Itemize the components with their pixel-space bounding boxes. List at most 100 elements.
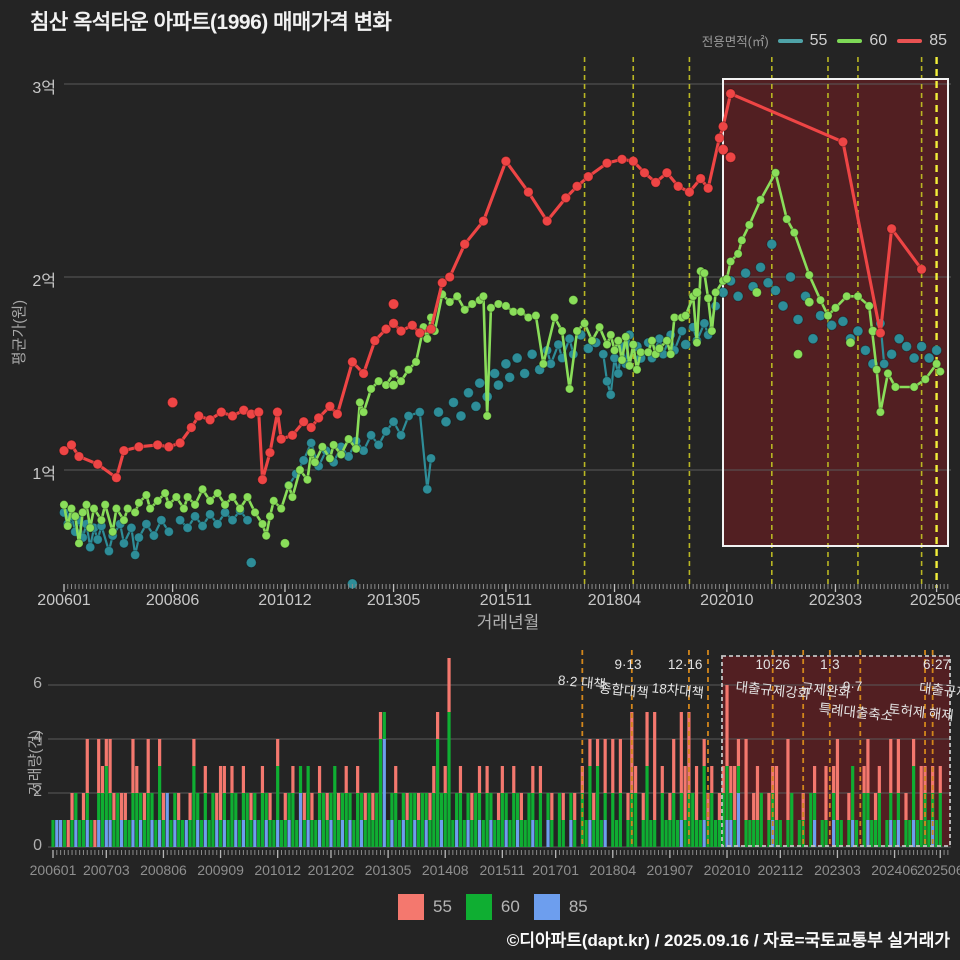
y-tick-label: 4 — [33, 729, 42, 746]
volume-bar-segment — [378, 712, 383, 739]
volume-bar-segment — [668, 820, 672, 847]
volume-bar-segment — [97, 820, 101, 847]
volume-bar-segment — [249, 793, 253, 820]
volume-bar-segment — [873, 820, 878, 847]
volume-bar-segment — [317, 766, 322, 793]
volume-bar-segment — [356, 766, 360, 793]
volume-bar-segment — [279, 820, 284, 847]
volume-bar-segment — [302, 820, 306, 847]
volume-bar-segment — [862, 793, 866, 847]
volume-bar-segment — [896, 793, 900, 820]
legend-top-item-60[interactable]: 60 — [837, 32, 887, 50]
volume-bar-segment — [919, 766, 923, 820]
price-dot-60 — [691, 287, 703, 298]
volume-bar-segment — [496, 820, 501, 847]
price-dot-85 — [166, 396, 179, 409]
volume-bar-segment — [177, 820, 181, 847]
top-x-axis-title: 거래년월 — [476, 613, 540, 632]
volume-bar-segment — [230, 766, 234, 793]
volume-bar-segment — [489, 820, 493, 847]
volume-bar-segment — [310, 820, 314, 847]
volume-bar-segment — [847, 820, 851, 847]
volume-bar-segment — [702, 820, 706, 847]
volume-bar-segment — [679, 820, 683, 847]
volume-bar-segment — [839, 820, 843, 847]
volume-bar-segment — [694, 820, 699, 847]
volume-bar-segment — [462, 820, 466, 847]
volume-bar-segment — [759, 793, 763, 847]
top-highlight-box — [723, 79, 948, 546]
footer-credit: ©디아파트(dapt.kr) / 2025.09.16 / 자료=국토교통부 실… — [506, 931, 950, 950]
price-dot-55 — [901, 340, 913, 352]
price-dot-55 — [470, 400, 482, 412]
volume-bar-segment — [340, 820, 345, 847]
price-dot-55 — [680, 339, 692, 351]
volume-bar-segment — [123, 820, 127, 847]
volume-bar-segment — [512, 766, 516, 793]
volume-bar-segment — [862, 766, 866, 793]
volume-bar-segment — [158, 766, 162, 820]
volume-bar-segment — [470, 793, 474, 820]
volume-bar-segment — [146, 739, 150, 793]
volume-bar-segment — [382, 739, 386, 847]
x-tick-label: 202406 — [871, 862, 918, 878]
volume-bar-segment — [912, 820, 916, 847]
volume-bar-segment — [234, 793, 238, 820]
x-tick-label: 202010 — [703, 862, 751, 878]
volume-bar-segment — [824, 820, 828, 847]
volume-bar-segment — [710, 766, 714, 793]
price-dot-55 — [893, 333, 905, 345]
volume-bar-segment — [588, 766, 592, 820]
volume-bar-segment — [287, 820, 291, 847]
volume-bar-segment — [470, 820, 474, 847]
volume-bar-segment — [645, 712, 649, 766]
price-dot-55 — [474, 377, 486, 389]
volume-bar-segment — [531, 793, 535, 820]
volume-bar-segment — [523, 820, 527, 847]
volume-bar-segment — [550, 820, 554, 847]
price-dot-55 — [923, 352, 935, 364]
volume-bar-segment — [241, 766, 245, 793]
volume-bar-segment — [260, 793, 265, 847]
x-tick-label: 202010 — [700, 592, 754, 609]
volume-bar-segment — [557, 793, 562, 847]
volume-bar-segment — [824, 766, 828, 820]
legend-bottom-item-55[interactable]: 55 — [398, 894, 452, 920]
legend-top-item-85[interactable]: 85 — [897, 32, 947, 50]
volume-bar-segment — [477, 820, 482, 847]
volume-bar-segment — [405, 793, 409, 820]
legend-bottom-item-60[interactable]: 60 — [465, 894, 520, 920]
volume-bar-segment — [394, 793, 398, 847]
legend-bottom-item-85[interactable]: 85 — [533, 894, 588, 920]
volume-bar-segment — [177, 793, 181, 820]
volume-bar-segment — [614, 820, 619, 847]
volume-bar-segment — [329, 793, 333, 820]
volume-bar-segment — [573, 793, 577, 820]
volume-bar-segment — [89, 820, 93, 847]
volume-bar-segment — [85, 793, 89, 820]
volume-bar-segment — [424, 793, 428, 820]
y-tick-label: 0 — [33, 837, 42, 854]
price-dot-55 — [526, 348, 538, 360]
volume-bar-segment — [359, 820, 364, 847]
volume-bar-segment — [744, 820, 748, 847]
volume-bar-segment — [934, 820, 939, 847]
volume-bar-segment — [938, 793, 942, 847]
volume-bar-segment — [371, 793, 375, 820]
volume-bar-segment — [272, 820, 276, 847]
price-dot-85 — [387, 298, 400, 310]
volume-bar-segment — [169, 820, 173, 847]
volume-bar-segment — [55, 820, 59, 847]
volume-bar-segment — [641, 820, 645, 847]
legend-color-swatch — [465, 894, 492, 920]
volume-bar-segment — [912, 766, 916, 820]
price-dot-60 — [279, 538, 291, 549]
volume-bar-segment — [333, 766, 337, 847]
x-tick-label: 201511 — [479, 592, 533, 609]
x-tick-label: 201305 — [364, 862, 412, 878]
volume-bar-segment — [531, 820, 535, 847]
policy-annotation: 9·13 — [614, 657, 642, 672]
legend-top-item-55[interactable]: 55 — [777, 32, 827, 50]
volume-bar-segment — [420, 793, 424, 847]
volume-bar-segment — [283, 793, 287, 820]
